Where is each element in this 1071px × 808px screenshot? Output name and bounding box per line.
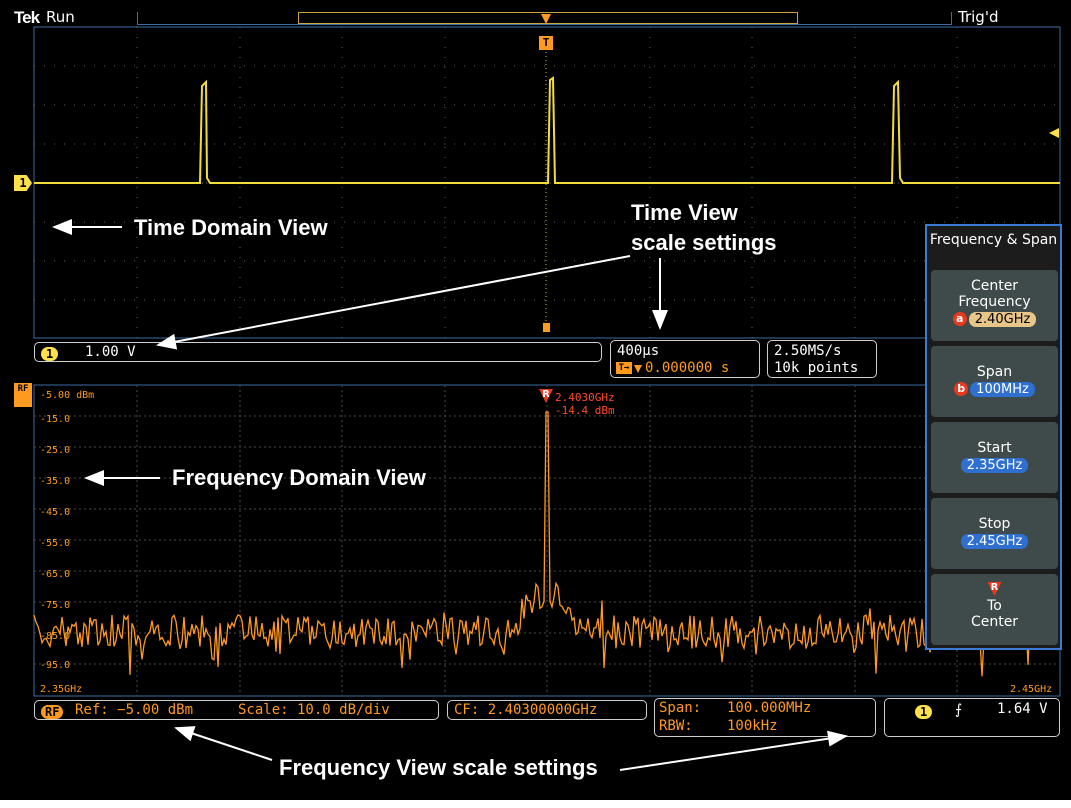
rf-reference-marker[interactable]: RF — [14, 383, 32, 407]
ch1-ground-marker[interactable]: 1 — [14, 175, 32, 191]
y-tick: -35.0 — [40, 476, 71, 487]
span-rbw-readout[interactable]: Span: 100.000MHz RBW: 100kHz — [654, 698, 876, 737]
y-tick: -75.0 — [40, 600, 71, 611]
delay-arrow-icon — [634, 365, 642, 373]
knob-b-icon: b — [954, 382, 969, 396]
span-value: 100MHz — [970, 382, 1035, 397]
time-domain-annotation: Time Domain View — [134, 215, 328, 240]
rf-reference-readout[interactable]: RF Ref: −5.00 dBm Scale: 10.0 dB/div — [34, 700, 439, 720]
stop-button[interactable]: Stop 2.45GHz — [931, 498, 1058, 569]
record-length: 10k points — [774, 360, 859, 376]
y-tick: -65.0 — [40, 569, 71, 580]
spectrum-trace — [33, 411, 1061, 677]
time-scale-annotation-line2: scale settings — [631, 230, 777, 255]
ch1-volts-per-div: 1.00 V — [85, 344, 136, 360]
frequency-span-menu: Frequency & Span Center Frequency a 2.40G… — [925, 224, 1062, 650]
y-tick: -5.00 dBm — [40, 390, 95, 401]
span-label: Span — [976, 364, 1013, 380]
vertical-scale: Scale: 10.0 dB/div — [238, 702, 390, 718]
trigger-readout[interactable]: 1 ⨍ 1.64 V — [884, 698, 1060, 737]
y-tick: -55.0 — [40, 538, 71, 549]
rbw-label: RBW: — [659, 718, 693, 734]
trigger-source-badge: 1 — [915, 705, 933, 719]
rising-edge-icon: ⨍ — [955, 702, 963, 718]
acquisition-readout[interactable]: 2.50MS/s 10k points — [767, 340, 877, 378]
start-label: Start — [977, 440, 1012, 456]
trigger-level-marker[interactable] — [1049, 128, 1059, 138]
to-center-label: To Center — [970, 598, 1019, 630]
timebase-readout[interactable]: 400µs T→ 0.000000 s — [610, 340, 760, 378]
start-button[interactable]: Start 2.35GHz — [931, 422, 1058, 493]
stop-label: Stop — [978, 516, 1011, 532]
center-frequency-readout[interactable]: CF: 2.40300000GHz — [447, 700, 647, 720]
span-label: Span: — [659, 700, 702, 716]
trigger-offset-icon: T→ — [616, 362, 632, 374]
to-center-button[interactable]: R To Center — [931, 574, 1058, 645]
ref-level: Ref: −5.00 dBm — [75, 702, 194, 718]
stop-value: 2.45GHz — [960, 534, 1029, 549]
peak-frequency: 2.4030GHz — [555, 391, 615, 404]
y-tick: -45.0 — [40, 507, 71, 518]
rbw-value: 100kHz — [727, 718, 778, 734]
status-bar: Tek Run Trig'd — [0, 0, 1071, 27]
y-tick: -15.0 — [40, 414, 71, 425]
ch1-scale-readout[interactable]: 1 1.00 V — [34, 342, 602, 362]
center-frequency-value: 2.40GHz — [968, 312, 1037, 327]
y-tick: -95.0 — [40, 660, 71, 671]
sample-rate: 2.50MS/s — [774, 343, 842, 359]
trigger-position-value: 0.000000 s — [645, 360, 730, 376]
ch1-waveform — [34, 76, 1060, 184]
trigger-level: 1.64 V — [997, 701, 1048, 717]
trigger-point-icon — [541, 14, 551, 24]
trigger-position-marker[interactable]: T — [539, 36, 553, 50]
knob-a-icon: a — [952, 312, 967, 326]
peak-level: -14.4 dBm — [555, 404, 615, 417]
y-tick: -25.0 — [40, 445, 71, 456]
freq-scale-annotation: Frequency View scale settings — [279, 755, 598, 780]
span-value: 100.000MHz — [727, 700, 812, 716]
rf-badge: RF — [41, 705, 64, 719]
record-bar — [137, 12, 952, 25]
run-state: Run — [46, 8, 75, 26]
time-scale-annotation-line1: Time View — [631, 200, 738, 225]
y-tick: -85.0 — [40, 631, 71, 642]
center-frequency-value: CF: 2.40300000GHz — [454, 702, 598, 718]
ch1-badge: 1 — [41, 347, 59, 361]
brand-logo: Tek — [14, 8, 40, 27]
trigger-bottom-marker — [543, 323, 550, 332]
menu-title: Frequency & Span — [929, 232, 1058, 248]
center-frequency-label: Center Frequency — [958, 278, 1031, 310]
center-frequency-button[interactable]: Center Frequency a 2.40GHz — [931, 270, 1058, 341]
timebase-value: 400µs — [617, 343, 660, 359]
span-button[interactable]: Span b 100MHz — [931, 346, 1058, 417]
freq-domain-annotation: Frequency Domain View — [172, 465, 426, 490]
start-value: 2.35GHz — [960, 458, 1029, 473]
reference-marker-icon: R — [987, 582, 1002, 596]
trigger-state: Trig'd — [958, 8, 999, 26]
record-window[interactable] — [298, 12, 798, 24]
freq-start-label: 2.35GHz — [40, 684, 83, 695]
freq-stop-label: 2.45GHz — [1010, 684, 1053, 695]
